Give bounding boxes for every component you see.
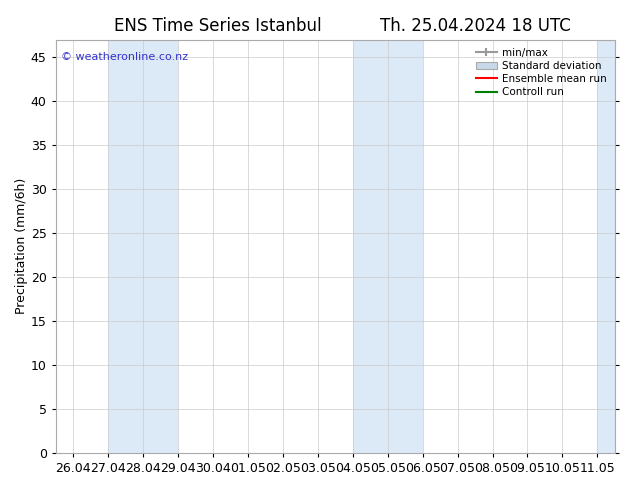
Bar bbox=[387, 40, 423, 453]
Legend: min/max, Standard deviation, Ensemble mean run, Controll run: min/max, Standard deviation, Ensemble me… bbox=[472, 45, 610, 100]
Bar bbox=[143, 40, 178, 453]
Text: Th. 25.04.2024 18 UTC: Th. 25.04.2024 18 UTC bbox=[380, 17, 571, 35]
Text: ENS Time Series Istanbul: ENS Time Series Istanbul bbox=[114, 17, 321, 35]
Y-axis label: Precipitation (mm/6h): Precipitation (mm/6h) bbox=[15, 178, 28, 315]
Bar bbox=[108, 40, 143, 453]
Bar bbox=[353, 40, 387, 453]
Bar bbox=[597, 40, 618, 453]
Text: © weatheronline.co.nz: © weatheronline.co.nz bbox=[61, 52, 188, 62]
